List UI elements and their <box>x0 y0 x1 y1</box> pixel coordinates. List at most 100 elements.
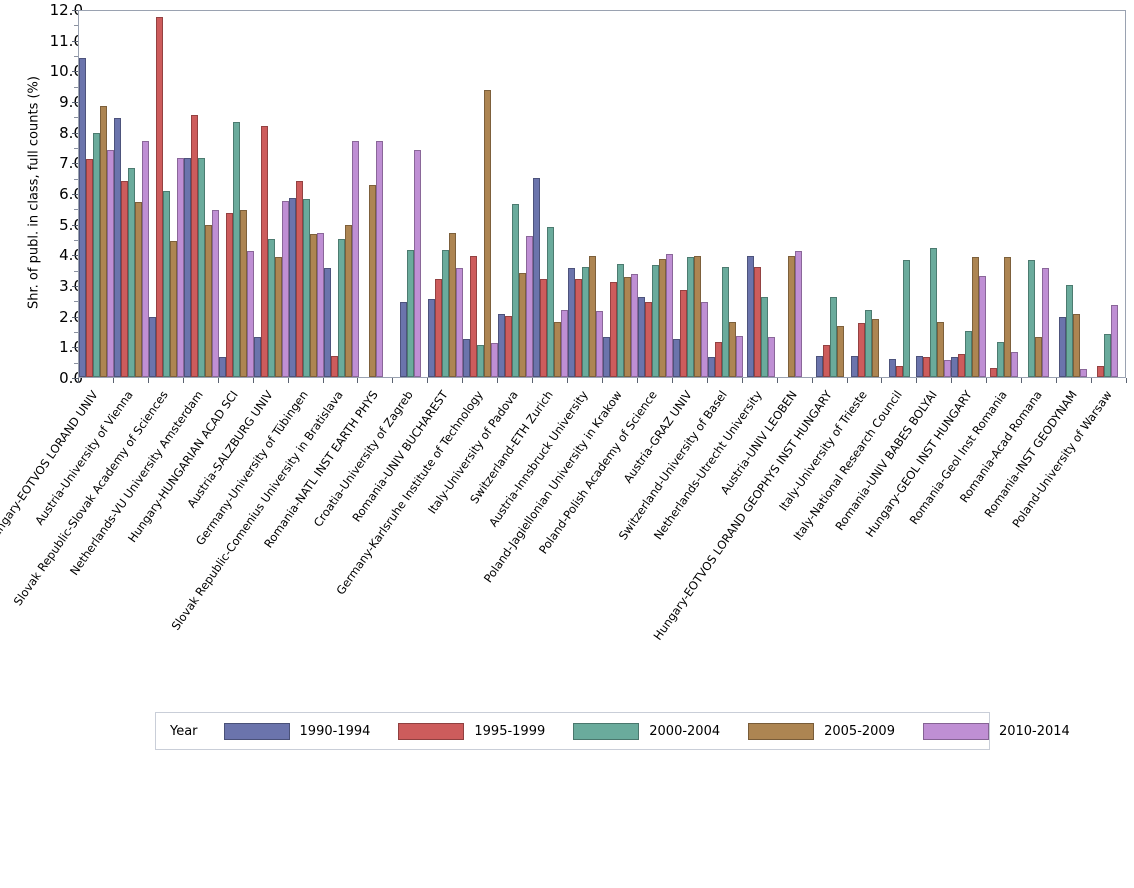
bar[interactable] <box>617 263 625 377</box>
bar[interactable] <box>715 341 723 377</box>
bar[interactable] <box>930 248 938 377</box>
bar[interactable] <box>596 311 604 377</box>
bar[interactable] <box>324 268 331 377</box>
bar[interactable] <box>498 314 506 377</box>
bar[interactable] <box>121 180 128 377</box>
bar[interactable] <box>857 323 865 377</box>
bar[interactable] <box>989 367 997 377</box>
bar[interactable] <box>760 297 768 377</box>
bar[interactable] <box>666 254 674 377</box>
bar[interactable] <box>589 255 597 377</box>
bar[interactable] <box>93 133 100 377</box>
bar[interactable] <box>275 257 282 377</box>
bar[interactable] <box>310 234 317 377</box>
bar[interactable] <box>449 232 457 377</box>
bar[interactable] <box>163 191 170 377</box>
bar[interactable] <box>708 357 716 377</box>
bar[interactable] <box>484 90 492 377</box>
bar[interactable] <box>296 180 303 377</box>
bar[interactable] <box>916 355 924 377</box>
legend-item[interactable]: 2010-2014 <box>922 722 1070 740</box>
bar[interactable] <box>652 265 660 377</box>
bar[interactable] <box>170 240 177 377</box>
bar[interactable] <box>972 257 980 377</box>
bar[interactable] <box>582 266 590 377</box>
bar[interactable] <box>142 140 149 377</box>
bar[interactable] <box>753 266 761 377</box>
bar[interactable] <box>729 321 737 377</box>
bar[interactable] <box>680 289 688 377</box>
bar[interactable] <box>979 275 987 377</box>
bar[interactable] <box>247 251 254 377</box>
bar[interactable] <box>746 255 754 377</box>
legend-item[interactable]: 2005-2009 <box>748 722 895 740</box>
bar[interactable] <box>829 297 837 377</box>
bar[interactable] <box>923 357 931 377</box>
bar[interactable] <box>369 185 377 377</box>
bar[interactable] <box>624 277 632 377</box>
bar[interactable] <box>135 202 142 377</box>
bar[interactable] <box>198 157 205 377</box>
bar[interactable] <box>736 335 744 377</box>
bar[interactable] <box>219 357 226 377</box>
bar[interactable] <box>603 337 611 377</box>
bar[interactable] <box>540 278 548 377</box>
bar[interactable] <box>888 358 896 377</box>
bar[interactable] <box>836 326 844 377</box>
bar[interactable] <box>788 255 796 377</box>
bar[interactable] <box>722 266 730 377</box>
bar[interactable] <box>533 177 541 377</box>
bar[interactable] <box>822 344 830 377</box>
bar[interactable] <box>226 212 233 377</box>
bar[interactable] <box>400 301 408 377</box>
bar[interactable] <box>240 209 247 377</box>
bar[interactable] <box>958 354 966 377</box>
bar[interactable] <box>1097 366 1105 377</box>
bar[interactable] <box>554 321 562 377</box>
bar[interactable] <box>289 197 296 377</box>
bar[interactable] <box>687 257 695 377</box>
bar[interactable] <box>107 150 114 377</box>
bar[interactable] <box>951 357 959 377</box>
bar[interactable] <box>1034 337 1042 377</box>
bar[interactable] <box>965 331 973 377</box>
bar[interactable] <box>491 343 499 377</box>
bar[interactable] <box>1041 268 1049 377</box>
bar[interactable] <box>815 355 823 377</box>
bar[interactable] <box>631 274 639 377</box>
bar[interactable] <box>428 298 436 377</box>
bar[interactable] <box>575 278 583 377</box>
bar[interactable] <box>694 255 702 377</box>
bar[interactable] <box>1003 257 1011 377</box>
bar[interactable] <box>1066 285 1074 377</box>
bar[interactable] <box>547 226 555 377</box>
bar[interactable] <box>638 297 646 377</box>
bar[interactable] <box>212 209 219 377</box>
bar[interactable] <box>100 105 107 377</box>
bar[interactable] <box>191 114 198 377</box>
bar[interactable] <box>645 301 653 377</box>
bar[interactable] <box>864 309 872 377</box>
bar[interactable] <box>1059 317 1067 377</box>
bar[interactable] <box>850 355 858 377</box>
bar[interactable] <box>902 260 910 377</box>
bar[interactable] <box>233 122 240 377</box>
bar[interactable] <box>376 140 384 377</box>
bar[interactable] <box>184 157 191 377</box>
bar[interactable] <box>659 258 667 377</box>
bar[interactable] <box>610 281 618 377</box>
bar[interactable] <box>477 344 485 377</box>
bar[interactable] <box>261 125 268 377</box>
bar[interactable] <box>1073 314 1081 377</box>
bar[interactable] <box>1104 334 1112 377</box>
bar[interactable] <box>442 249 450 377</box>
bar[interactable] <box>435 278 443 377</box>
bar[interactable] <box>505 315 513 377</box>
bar[interactable] <box>338 239 345 377</box>
bar[interactable] <box>156 16 163 377</box>
legend-item[interactable]: 2000-2004 <box>573 722 720 740</box>
legend-item[interactable]: 1995-1999 <box>398 722 545 740</box>
bar[interactable] <box>673 338 681 377</box>
bar[interactable] <box>871 318 879 377</box>
bar[interactable] <box>701 301 709 377</box>
